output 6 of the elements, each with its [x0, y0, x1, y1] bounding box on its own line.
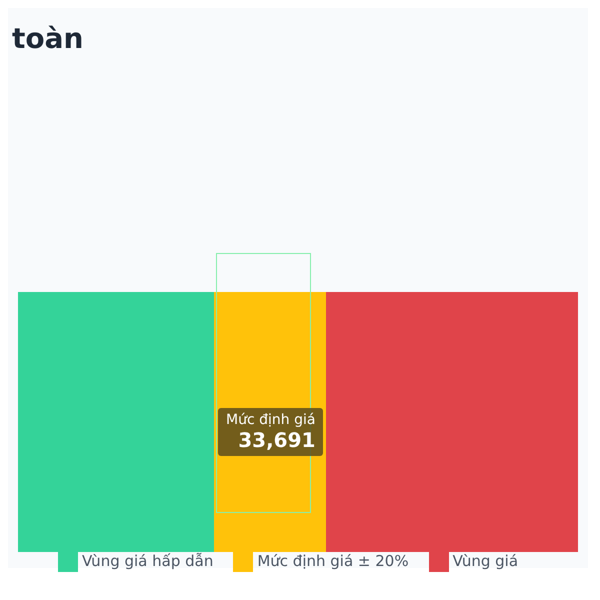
annotation: Mức định giá	[226, 412, 316, 428]
chart-title: toàn	[11, 21, 84, 57]
annotation: 33,691	[237, 428, 316, 452]
legend-label: Vùng giá	[452, 552, 518, 570]
legend-label: Vùng giá hấp dẫn	[82, 552, 214, 570]
legend-label: Mức định giá ± 20%	[257, 552, 409, 570]
